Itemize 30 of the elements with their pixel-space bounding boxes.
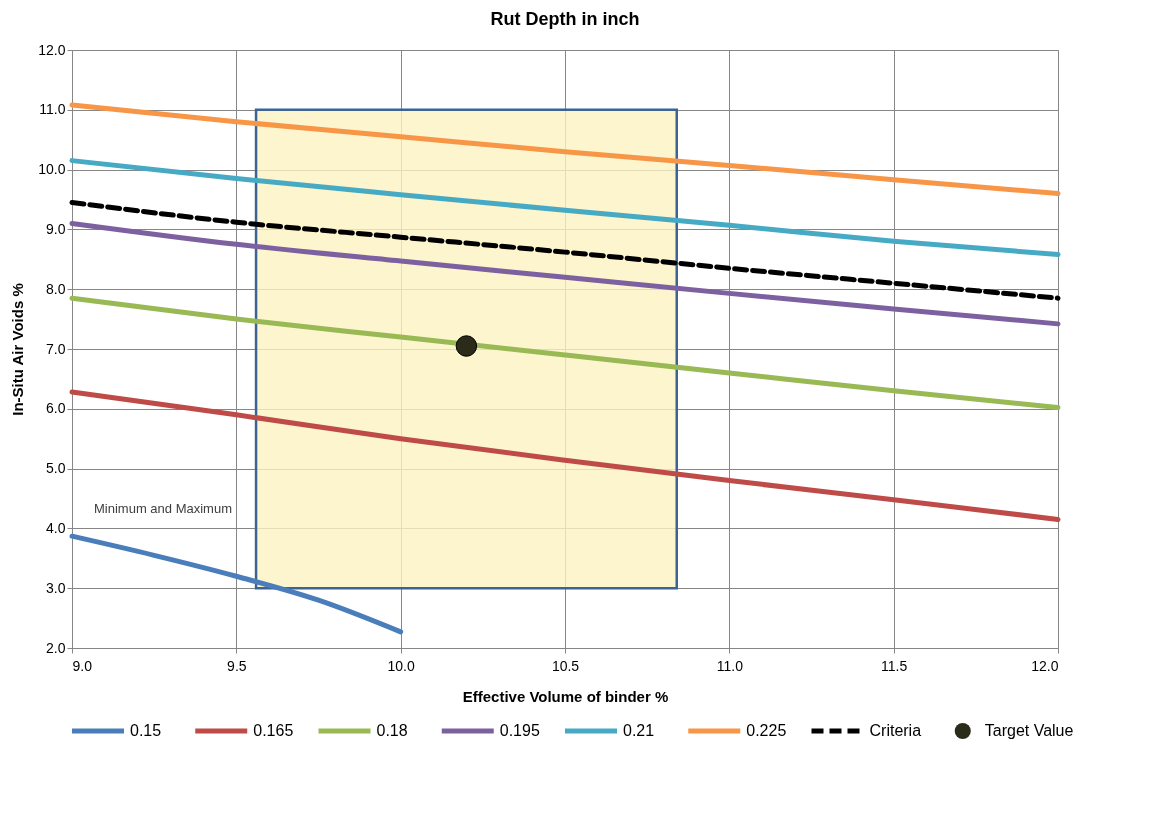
- legend-label: 0.18: [376, 722, 408, 739]
- x-tick-label: 9.5: [227, 657, 247, 674]
- legend-label: 0.165: [253, 722, 294, 739]
- y-tick-label: 4.0: [46, 519, 66, 536]
- legend-label: 0.195: [499, 722, 540, 739]
- y-tick-label: 3.0: [46, 579, 66, 596]
- legend-label: 0.225: [746, 722, 787, 739]
- legend-label: 0.15: [130, 722, 162, 739]
- x-tick-label: 12.0: [1031, 657, 1059, 674]
- x-tick-label: 10.5: [551, 657, 580, 674]
- legend-label: Target Value: [984, 722, 1074, 739]
- x-axis-title: Effective Volume of binder %: [462, 687, 669, 705]
- x-tick-label: 9.0: [72, 657, 93, 674]
- annotation: Minimum and Maximum: [94, 501, 232, 516]
- y-tick-label: 2.0: [46, 639, 66, 656]
- legend-label: Criteria: [869, 722, 922, 739]
- x-tick-label: 10.0: [387, 657, 415, 674]
- y-tick-label: 10.0: [38, 161, 66, 178]
- y-tick-label: 12.0: [38, 41, 66, 58]
- y-tick-label: 7.0: [46, 340, 66, 357]
- chart-title: Rut Depth in inch: [490, 9, 640, 29]
- y-axis-title: In-Situ Air Voids %: [9, 283, 27, 416]
- y-tick-label: 8.0: [46, 280, 66, 297]
- y-tick-label: 6.0: [46, 400, 66, 417]
- legend-label: 0.21: [623, 722, 655, 739]
- x-tick-label: 11.0: [716, 657, 744, 674]
- y-tick-label: 11.0: [39, 101, 66, 118]
- y-tick-label: 9.0: [46, 220, 66, 237]
- x-tick-label: 11.5: [881, 657, 908, 674]
- y-tick-label: 5.0: [46, 460, 66, 477]
